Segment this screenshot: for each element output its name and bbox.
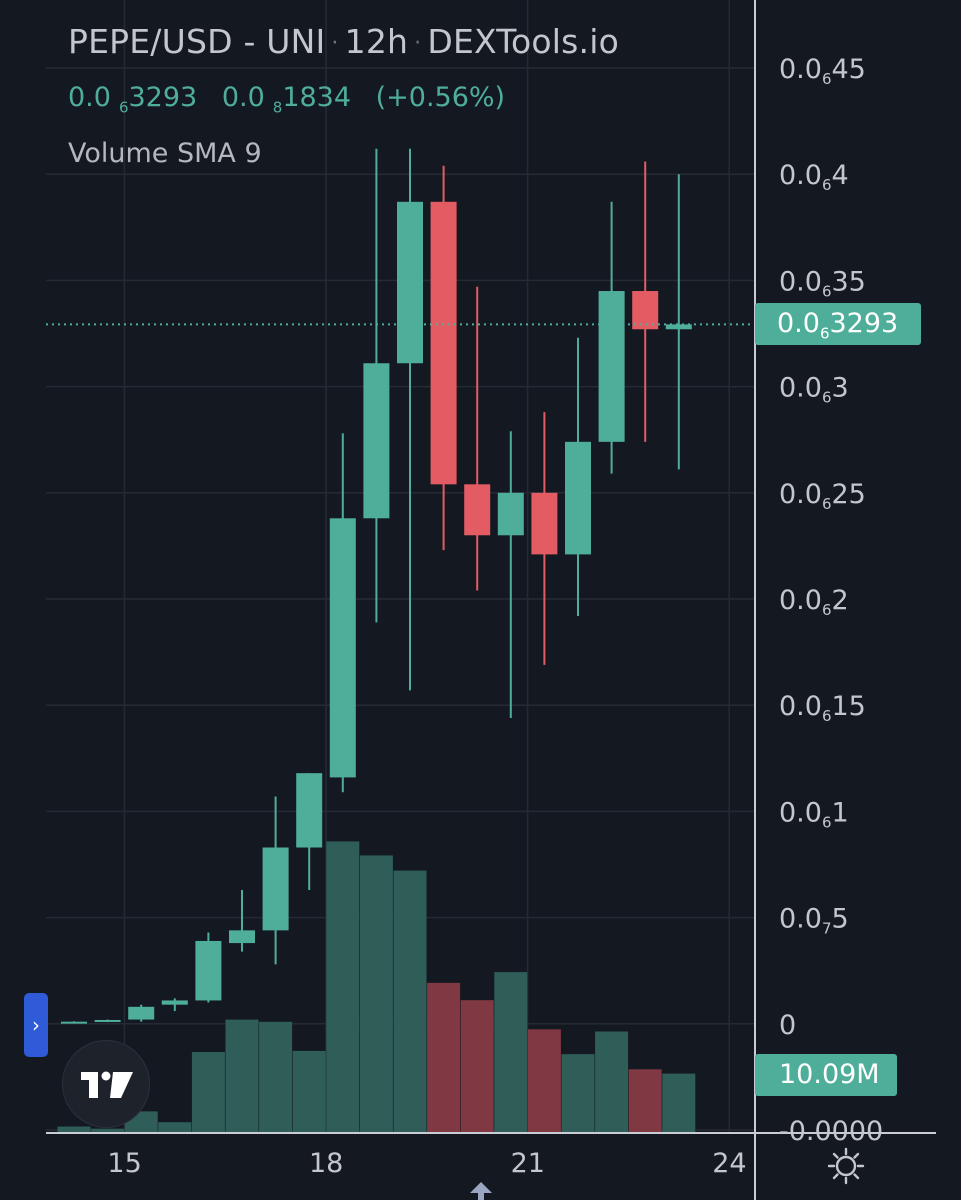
candle-body [329, 518, 356, 778]
volume-bar [427, 982, 461, 1133]
chart-title: PEPE/USD - UNI · 12h · DEXTools.io [68, 22, 619, 61]
candle-body [195, 940, 222, 1001]
price-axis: 0.0645 0.064 0.0635 0.063 0.0625 0.062 0.0615 0… [46, 0, 936, 1200]
last-price-badge: 0.063293 [755, 303, 921, 345]
volume-bar [595, 1031, 629, 1133]
volume-bar [292, 1050, 326, 1133]
interval-label: 12h [344, 22, 409, 61]
volume-bar [158, 1122, 192, 1133]
change-value: 0.0 81834 [221, 82, 352, 117]
x-tick-label: 24 [712, 1148, 747, 1179]
y-tick-label: 0.075 [779, 904, 849, 938]
volume-bar [57, 1126, 91, 1133]
volume-bar [259, 1021, 293, 1133]
volume-bar [628, 1069, 662, 1133]
indicator-label[interactable]: Volume SMA 9 [68, 138, 262, 169]
x-tick-label: 21 [510, 1148, 545, 1179]
candle-body [363, 363, 390, 519]
candle-body [531, 492, 558, 555]
candle-body [94, 1019, 121, 1022]
source-label: DEXTools.io [427, 22, 619, 61]
volume-bar [191, 1052, 225, 1133]
volume-bar [359, 855, 393, 1133]
arrow-up-icon[interactable] [468, 1180, 494, 1200]
y-tick-label: 0.0635 [779, 266, 866, 300]
price-readout: 0.0 63293 0.0 81834 (+0.56%) [68, 82, 513, 116]
gear-icon[interactable] [826, 1146, 866, 1186]
volume-bar [326, 841, 360, 1133]
pair-label: PEPE/USD [68, 22, 233, 61]
expand-panel-button[interactable]: › [24, 993, 48, 1057]
separator-dot: · [331, 31, 339, 56]
change-percent: (+0.56%) [375, 82, 506, 113]
y-tick-label: 0.062 [779, 585, 849, 619]
y-tick-label: 0.0615 [779, 691, 866, 725]
candle-body [497, 492, 524, 536]
volume-bar [561, 1054, 595, 1133]
candle-body [565, 441, 591, 555]
volume-bars [57, 841, 696, 1133]
volume-bar [662, 1073, 696, 1133]
y-tick-label: 0.0625 [779, 479, 866, 513]
candle-body [665, 324, 692, 330]
volume-badge: 10.09M [755, 1054, 897, 1096]
volume-bar [91, 1128, 125, 1133]
volume-bar [393, 870, 427, 1133]
candle-body [397, 201, 423, 364]
candle-body [296, 773, 323, 848]
candle-body [632, 291, 659, 330]
separator-dot: · [414, 31, 422, 56]
candlesticks [46, 148, 755, 1024]
dash: - [243, 22, 256, 61]
candle-body [128, 1006, 155, 1020]
y-tick-label: 0.063 [779, 373, 849, 407]
tradingview-logo-icon[interactable] [62, 1040, 150, 1128]
candle-body [598, 291, 625, 442]
candle-body [464, 484, 491, 536]
volume-bar [527, 1029, 561, 1133]
volume-bar [225, 1019, 259, 1133]
volume-bar [460, 1000, 494, 1133]
y-tick-label: 0.0645 [779, 54, 866, 88]
x-tick-label: 15 [107, 1148, 142, 1179]
y-tick-label: 0 [779, 1010, 796, 1041]
chevron-right-icon: › [32, 1013, 40, 1037]
exchange-label: UNI [266, 22, 326, 61]
y-tick-label: 0.061 [779, 797, 849, 831]
x-tick-label: 18 [309, 1148, 344, 1179]
candle-body [161, 1000, 188, 1005]
y-tick-label: 0.064 [779, 160, 849, 194]
candle-body [430, 201, 457, 485]
candle-body [61, 1021, 87, 1024]
candle-body [262, 847, 289, 931]
y-tick-label: -0.0000 [779, 1116, 883, 1147]
volume-bar [494, 972, 528, 1133]
close-price: 0.0 63293 [68, 82, 198, 117]
candle-body [229, 930, 255, 944]
